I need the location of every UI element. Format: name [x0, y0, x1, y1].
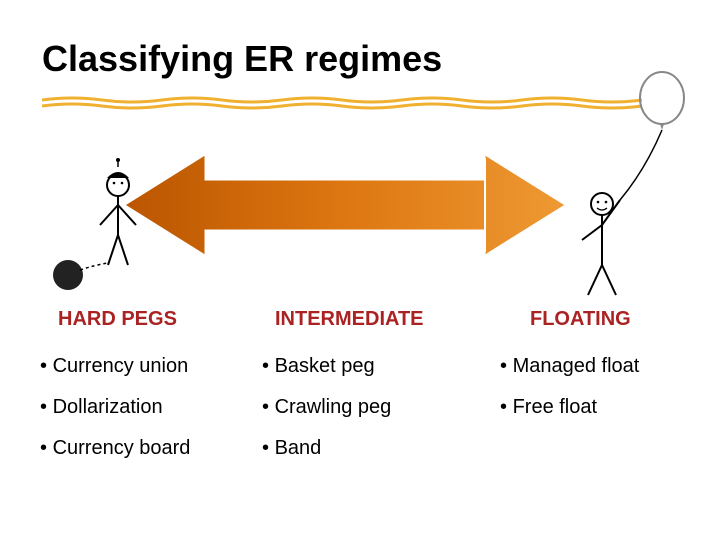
list-item: • Basket peg	[262, 355, 391, 378]
figure-floating	[560, 70, 690, 300]
bullets-floating: • Managed float • Free float	[500, 355, 639, 437]
column-header-floating: FLOATING	[530, 308, 631, 331]
intermediate-label: INTERMEDIATE	[275, 308, 424, 330]
list-item: • Managed float	[500, 355, 639, 378]
bullets-hard: • Currency union • Dollarization • Curre…	[40, 355, 190, 478]
column-header-intermediate: INTERMEDIATE	[275, 308, 424, 331]
column-header-hard: HARD PEGS	[58, 308, 177, 331]
list-item: • Currency board	[40, 437, 190, 460]
list-item: • Dollarization	[40, 396, 190, 419]
list-item: • Crawling peg	[262, 396, 391, 419]
spectrum-arrow	[125, 150, 565, 260]
hard-label: HARD PEGS	[58, 308, 177, 330]
title-text: Classifying ER regimes	[42, 38, 442, 79]
list-item: • Currency union	[40, 355, 190, 378]
page-title: Classifying ER regimes	[42, 38, 442, 80]
list-item: • Free float	[500, 396, 639, 419]
title-underline	[42, 96, 642, 110]
bullets-intermediate: • Basket peg • Crawling peg • Band	[262, 355, 391, 478]
list-item: • Band	[262, 437, 391, 460]
floating-label: FLOATING	[530, 308, 631, 330]
